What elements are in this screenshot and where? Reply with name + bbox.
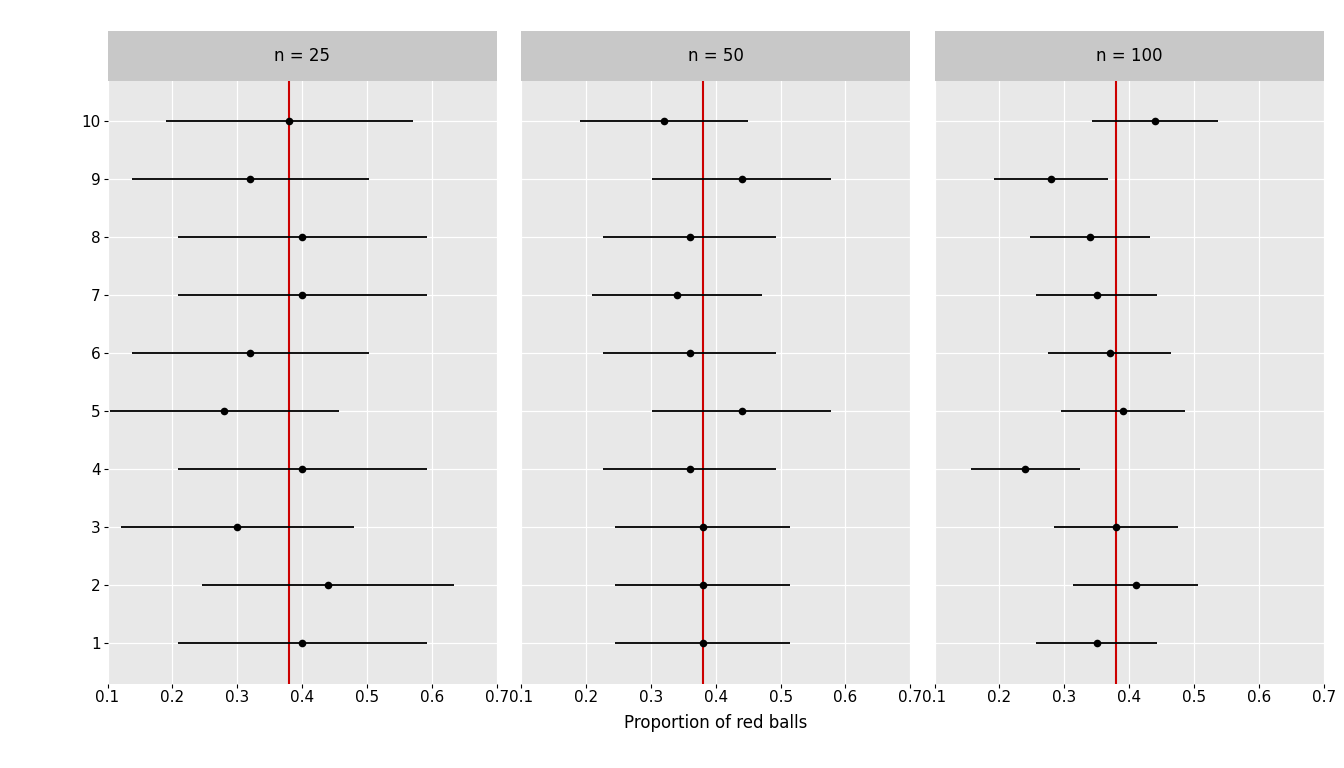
- Text: n = 50: n = 50: [688, 47, 743, 65]
- X-axis label: Proportion of red balls: Proportion of red balls: [624, 713, 808, 732]
- Text: n = 25: n = 25: [274, 47, 331, 65]
- Text: n = 100: n = 100: [1095, 47, 1163, 65]
